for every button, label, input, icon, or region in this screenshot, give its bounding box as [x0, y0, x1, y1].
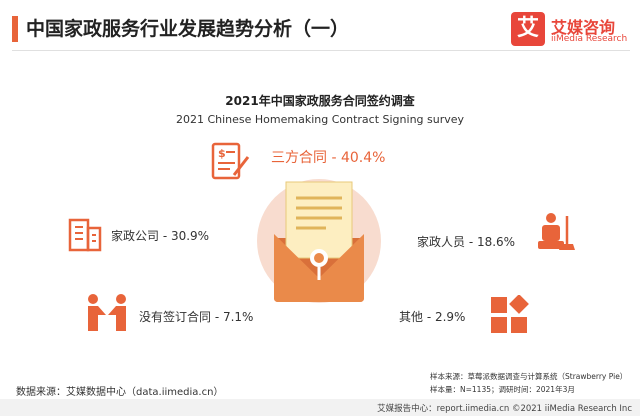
data-source: 数据来源：艾媒数据中心（data.iimedia.cn） [16, 387, 224, 398]
title-accent-bar [12, 16, 18, 42]
header-divider [12, 50, 630, 51]
contract-signing-icon: $ [211, 142, 250, 180]
envelope-illustration [257, 179, 381, 303]
housekeeper-icon [538, 213, 575, 250]
footer-bar: 艾媒报告中心：report.iimedia.cn ©2021 iiMedia R… [0, 399, 640, 416]
office-building-icon [68, 218, 102, 252]
label-three-party-contract: 三方合同 - 40.4% [271, 150, 386, 166]
footer-text[interactable]: 艾媒报告中心：report.iimedia.cn ©2021 iiMedia R… [377, 404, 632, 414]
label-housekeeper: 家政人员 - 18.6% [417, 235, 516, 249]
svg-text:$: $ [218, 147, 226, 160]
sample-source: 样本来源：草莓派数据调查与计算系统（Strawberry Pie） [430, 372, 628, 381]
chart-title: 2021年中国家政服务合同签约调查 [225, 94, 415, 108]
logo-text-en: iiMedia Research [551, 34, 628, 44]
handshake-icon [88, 294, 126, 331]
label-homemaking-company: 家政公司 - 30.9% [111, 229, 210, 243]
sample-size: 样本量：N=1135；调研时间：2021年3月 [430, 385, 575, 394]
page-title: 中国家政服务行业发展趋势分析（一） [26, 18, 350, 40]
grid-blocks-icon [491, 295, 529, 333]
label-other: 其他 - 2.9% [399, 310, 466, 324]
logo-mark: 艾 [511, 12, 545, 46]
logo-text-cn: 艾媒咨询 [551, 18, 616, 37]
label-no-contract: 没有签订合同 - 7.1% [139, 310, 254, 324]
brand-logo[interactable]: 艾 艾媒咨询 iiMedia Research [511, 12, 631, 48]
chart-subtitle: 2021 Chinese Homemaking Contract Signing… [175, 113, 465, 126]
